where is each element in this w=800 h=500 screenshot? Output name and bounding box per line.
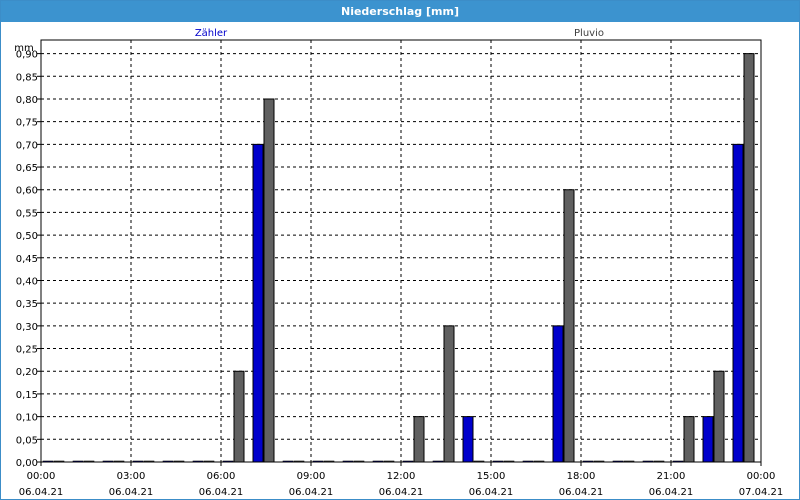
bar-z-hler <box>732 143 744 463</box>
y-tick-label: 0,60 <box>16 186 38 197</box>
y-tick-label: 0,25 <box>16 345 38 356</box>
y-tick-label: 0,50 <box>16 231 38 242</box>
bar-z-hler <box>552 325 564 463</box>
x-tick-label-time: 21:00 <box>657 471 686 482</box>
y-tick-label: 0,15 <box>16 390 38 401</box>
x-tick-label-date: 06.04.21 <box>109 487 154 498</box>
y-tick-label: 0,00 <box>16 458 38 469</box>
bar-pluvio <box>563 189 575 463</box>
bar-pluvio <box>713 370 725 463</box>
y-tick-label: 0,10 <box>16 413 38 424</box>
bar-z-hler <box>252 143 264 463</box>
y-tick-label: 0,80 <box>16 95 38 106</box>
x-tick-label-date: 06.04.21 <box>559 487 604 498</box>
x-tick-label-date: 06.04.21 <box>469 487 514 498</box>
y-tick-label: 0,05 <box>16 435 38 446</box>
x-tick-label-time: 03:00 <box>117 471 146 482</box>
legend-entry: Pluvio <box>574 28 604 39</box>
bar-z-hler <box>462 416 474 463</box>
y-tick-label: 0,65 <box>16 163 38 174</box>
legend-entry: Zähler <box>195 28 228 39</box>
bar-pluvio <box>233 370 245 463</box>
x-tick-label-time: 06:00 <box>207 471 236 482</box>
x-tick-label-time: 00:00 <box>747 471 776 482</box>
x-tick-label-date: 06.04.21 <box>199 487 244 498</box>
x-tick-label-date: 06.04.21 <box>19 487 64 498</box>
x-tick-label-date: 07.04.21 <box>739 487 784 498</box>
x-tick-label-time: 12:00 <box>387 471 416 482</box>
x-tick-label-time: 09:00 <box>297 471 326 482</box>
x-tick-label-date: 06.04.21 <box>289 487 334 498</box>
bar-pluvio <box>683 416 695 463</box>
y-tick-label: 0,70 <box>16 140 38 151</box>
y-tick-label: 0,45 <box>16 254 38 265</box>
bar-pluvio <box>743 53 755 463</box>
y-tick-label: 0,55 <box>16 208 38 219</box>
x-tick-label-date: 06.04.21 <box>649 487 694 498</box>
y-axis-label: mm <box>14 43 33 54</box>
window-title: Niederschlag [mm] <box>1 1 799 22</box>
x-tick-label-time: 00:00 <box>27 471 56 482</box>
y-tick-label: 0,20 <box>16 367 38 378</box>
bar-pluvio <box>443 325 455 463</box>
y-tick-label: 0,75 <box>16 118 38 129</box>
y-tick-label: 0,85 <box>16 72 38 83</box>
bar-z-hler <box>702 416 714 463</box>
y-tick-label: 0,90 <box>16 50 38 61</box>
y-tick-label: 0,40 <box>16 276 38 287</box>
bar-pluvio <box>413 416 425 463</box>
x-tick-label-time: 18:00 <box>567 471 596 482</box>
x-tick-label-date: 06.04.21 <box>379 487 424 498</box>
y-tick-label: 0,35 <box>16 299 38 310</box>
y-tick-label: 0,30 <box>16 322 38 333</box>
plot-frame <box>40 39 762 463</box>
x-tick-label-time: 15:00 <box>477 471 506 482</box>
bar-pluvio <box>263 98 275 463</box>
precipitation-chart: 0,00 0,05 0,10 0,15 0,20 0,25 0,30 0,35 0,40 0,45… <box>14 28 784 498</box>
